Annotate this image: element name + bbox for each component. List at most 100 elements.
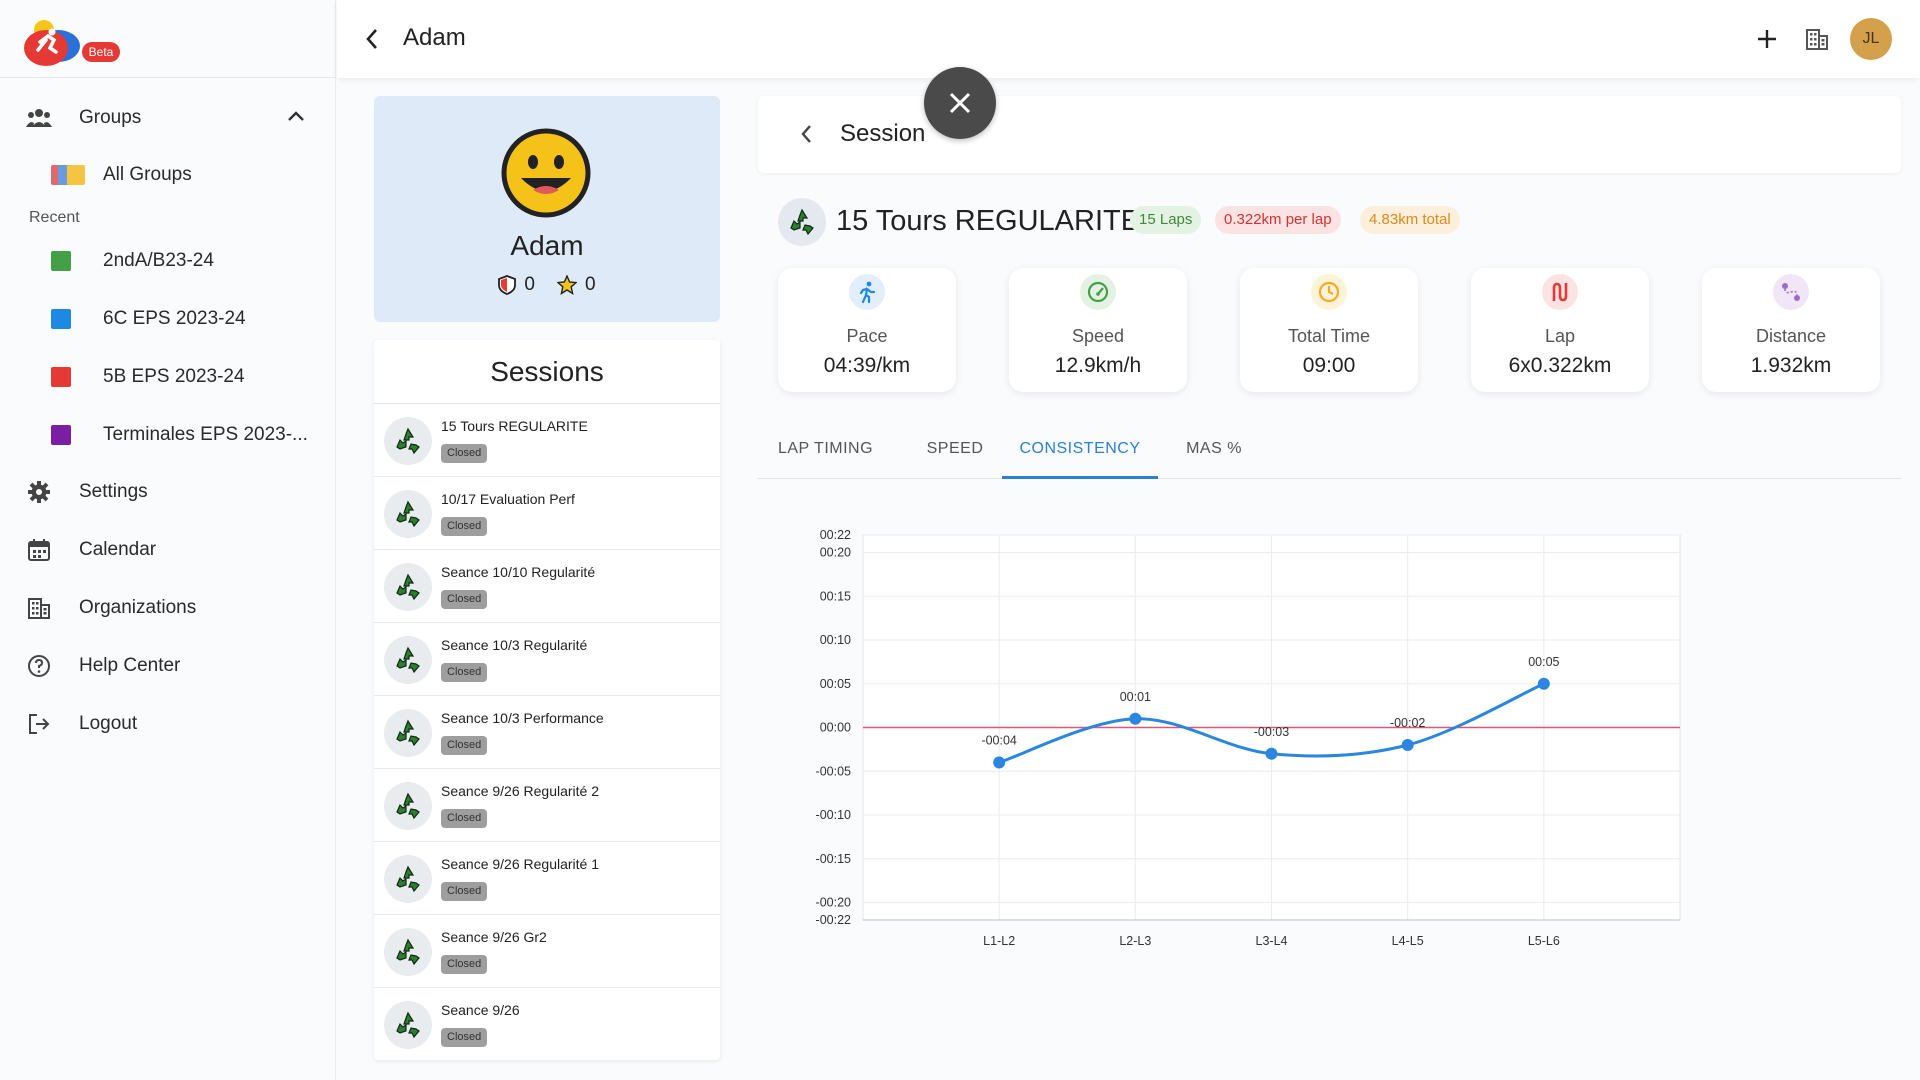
tab-lap-timing[interactable]: LAP TIMING <box>777 440 874 457</box>
session-name: 15 Tours REGULARITE <box>441 418 588 434</box>
x-tick-label: L1-L2 <box>983 934 1015 948</box>
data-label: -00:04 <box>981 734 1016 748</box>
recent-heading: Recent <box>29 209 80 226</box>
top-app-bar: Adam JL <box>337 0 1920 78</box>
total-time-card: Total Time 09:00 <box>1240 268 1418 392</box>
data-label: -00:03 <box>1254 725 1289 739</box>
status-badge: Closed <box>441 809 488 828</box>
avatar[interactable]: JL <box>1850 18 1892 60</box>
star-stat: 0 <box>557 274 596 296</box>
sidebar-item-calendar[interactable]: Calendar <box>0 524 336 576</box>
y-tick-label: -00:22 <box>816 913 851 927</box>
group-color-swatch <box>51 367 71 387</box>
recycle-icon <box>384 1001 432 1049</box>
groups-icon <box>26 105 52 131</box>
session-list-item[interactable]: Seance 10/10 Regularité Closed <box>374 550 720 623</box>
help-icon <box>26 653 52 679</box>
y-tick-label: -00:20 <box>816 896 851 910</box>
close-button[interactable] <box>924 67 996 139</box>
data-label: 00:01 <box>1120 690 1151 704</box>
data-label: -00:02 <box>1390 716 1425 730</box>
sidebar-item-settings[interactable]: Settings <box>0 466 336 518</box>
session-list-item[interactable]: Seance 9/26 Regularité 1 Closed <box>374 842 720 915</box>
stat-value: 09:00 <box>1302 354 1356 377</box>
y-tick-label: 00:15 <box>820 589 851 603</box>
plus-icon <box>1758 30 1776 48</box>
sidebar-item-group[interactable]: 2ndA/B23-24 <box>0 236 336 286</box>
organization-icon <box>1806 29 1828 50</box>
chevron-up-icon[interactable] <box>287 109 305 127</box>
data-point <box>1537 677 1550 690</box>
sidebar-item-label: 2ndA/B23-24 <box>103 250 214 271</box>
consistency-chart: 00:22 00:20 00:15 00:10 00:05 00:00 -00:05 -00:… <box>816 528 1681 948</box>
session-back-button[interactable] <box>790 118 822 150</box>
recycle-icon <box>384 928 432 976</box>
recycle-icon <box>384 563 432 611</box>
tab-speed[interactable]: SPEED <box>926 440 984 457</box>
session-name: Seance 10/10 Regularité <box>441 564 596 580</box>
tab-mas[interactable]: MAS % <box>1186 440 1242 457</box>
chevron-left-icon <box>801 125 811 143</box>
x-tick-label: L4-L5 <box>1392 934 1424 948</box>
session-list-item[interactable]: 15 Tours REGULARITE Closed <box>374 404 720 477</box>
logo-icon: Beta <box>24 20 120 66</box>
close-icon <box>949 92 971 114</box>
all-groups-icon <box>51 164 85 186</box>
session-list-item[interactable]: Seance 9/26 Regularité 2 Closed <box>374 769 720 842</box>
stat-label: Lap <box>1544 326 1576 346</box>
status-badge: Closed <box>441 517 488 536</box>
status-badge: Closed <box>441 590 488 609</box>
session-name: Seance 9/26 <box>441 1002 520 1018</box>
sidebar-item-label: Calendar <box>79 539 157 560</box>
back-button[interactable] <box>355 22 389 56</box>
runner-icon <box>849 274 885 310</box>
sidebar-item-group[interactable]: 5B EPS 2023-24 <box>0 352 336 402</box>
sidebar-item-group[interactable]: Terminales EPS 2023-... <box>0 410 336 460</box>
gear-icon <box>26 479 52 505</box>
session-title: Session <box>840 120 926 147</box>
data-point <box>1265 747 1278 760</box>
stat-label: Total Time <box>1287 326 1371 346</box>
status-badge: Closed <box>441 663 488 682</box>
stat-value: 6x0.322km <box>1508 354 1612 377</box>
sidebar-item-label: Groups <box>79 107 142 128</box>
sidebar-item-label: Settings <box>79 481 148 502</box>
total-distance-chip: 4.83km total <box>1360 206 1460 234</box>
sidebar-item-label: All Groups <box>103 164 192 185</box>
sidebar-item-logout[interactable]: Logout <box>0 698 336 750</box>
data-label: 00:05 <box>1528 655 1559 669</box>
organization-icon <box>26 595 52 621</box>
session-list-item[interactable]: Seance 10/3 Regularité Closed <box>374 623 720 696</box>
stat-value: 1.932km <box>1750 354 1832 377</box>
recycle-icon <box>384 417 432 465</box>
sidebar-item-groups[interactable]: Groups <box>0 92 336 144</box>
group-color-swatch <box>51 309 71 329</box>
pace-card: Pace 04:39/km <box>778 268 956 392</box>
x-tick-label: L5-L6 <box>1528 934 1560 948</box>
laps-chip: 15 Laps <box>1130 206 1202 234</box>
y-tick-label: 00:20 <box>820 546 851 560</box>
y-tick-label: 00:00 <box>820 721 851 735</box>
sidebar-item-organizations[interactable]: Organizations <box>0 582 336 634</box>
per-lap-chip: 0.322km per lap <box>1215 206 1341 234</box>
session-name: Seance 10/3 Regularité <box>441 637 588 653</box>
stat-label: Speed <box>1071 326 1125 346</box>
session-list-item[interactable]: Seance 10/3 Performance Closed <box>374 696 720 769</box>
sidebar-item-group[interactable]: 6C EPS 2023-24 <box>0 294 336 344</box>
sidebar: Beta Groups All Groups Recent 2ndA/B23-2… <box>0 0 336 1080</box>
sessions-panel: Sessions 15 Tours REGULARITE Closed 10/17 … <box>374 340 720 1060</box>
athlete-name: Adam <box>510 230 584 261</box>
distance-card: Distance 1.932km <box>1702 268 1880 392</box>
sidebar-item-help[interactable]: Help Center <box>0 640 336 692</box>
session-list-item[interactable]: Seance 9/26 Closed <box>374 988 720 1060</box>
sidebar-item-label: 6C EPS 2023-24 <box>103 308 246 329</box>
chart-tabs: LAP TIMING SPEED CONSISTENCY MAS % <box>758 426 1901 479</box>
tab-consistency[interactable]: CONSISTENCY <box>1002 426 1158 479</box>
session-list-item[interactable]: Seance 9/26 Gr2 Closed <box>374 915 720 988</box>
star-count: 0 <box>585 274 596 295</box>
organization-button[interactable] <box>1800 22 1834 56</box>
app-logo[interactable]: Beta <box>16 12 126 72</box>
sidebar-item-all-groups[interactable]: All Groups <box>0 150 336 200</box>
add-button[interactable] <box>1750 22 1784 56</box>
session-list-item[interactable]: 10/17 Evaluation Perf Closed <box>374 477 720 550</box>
